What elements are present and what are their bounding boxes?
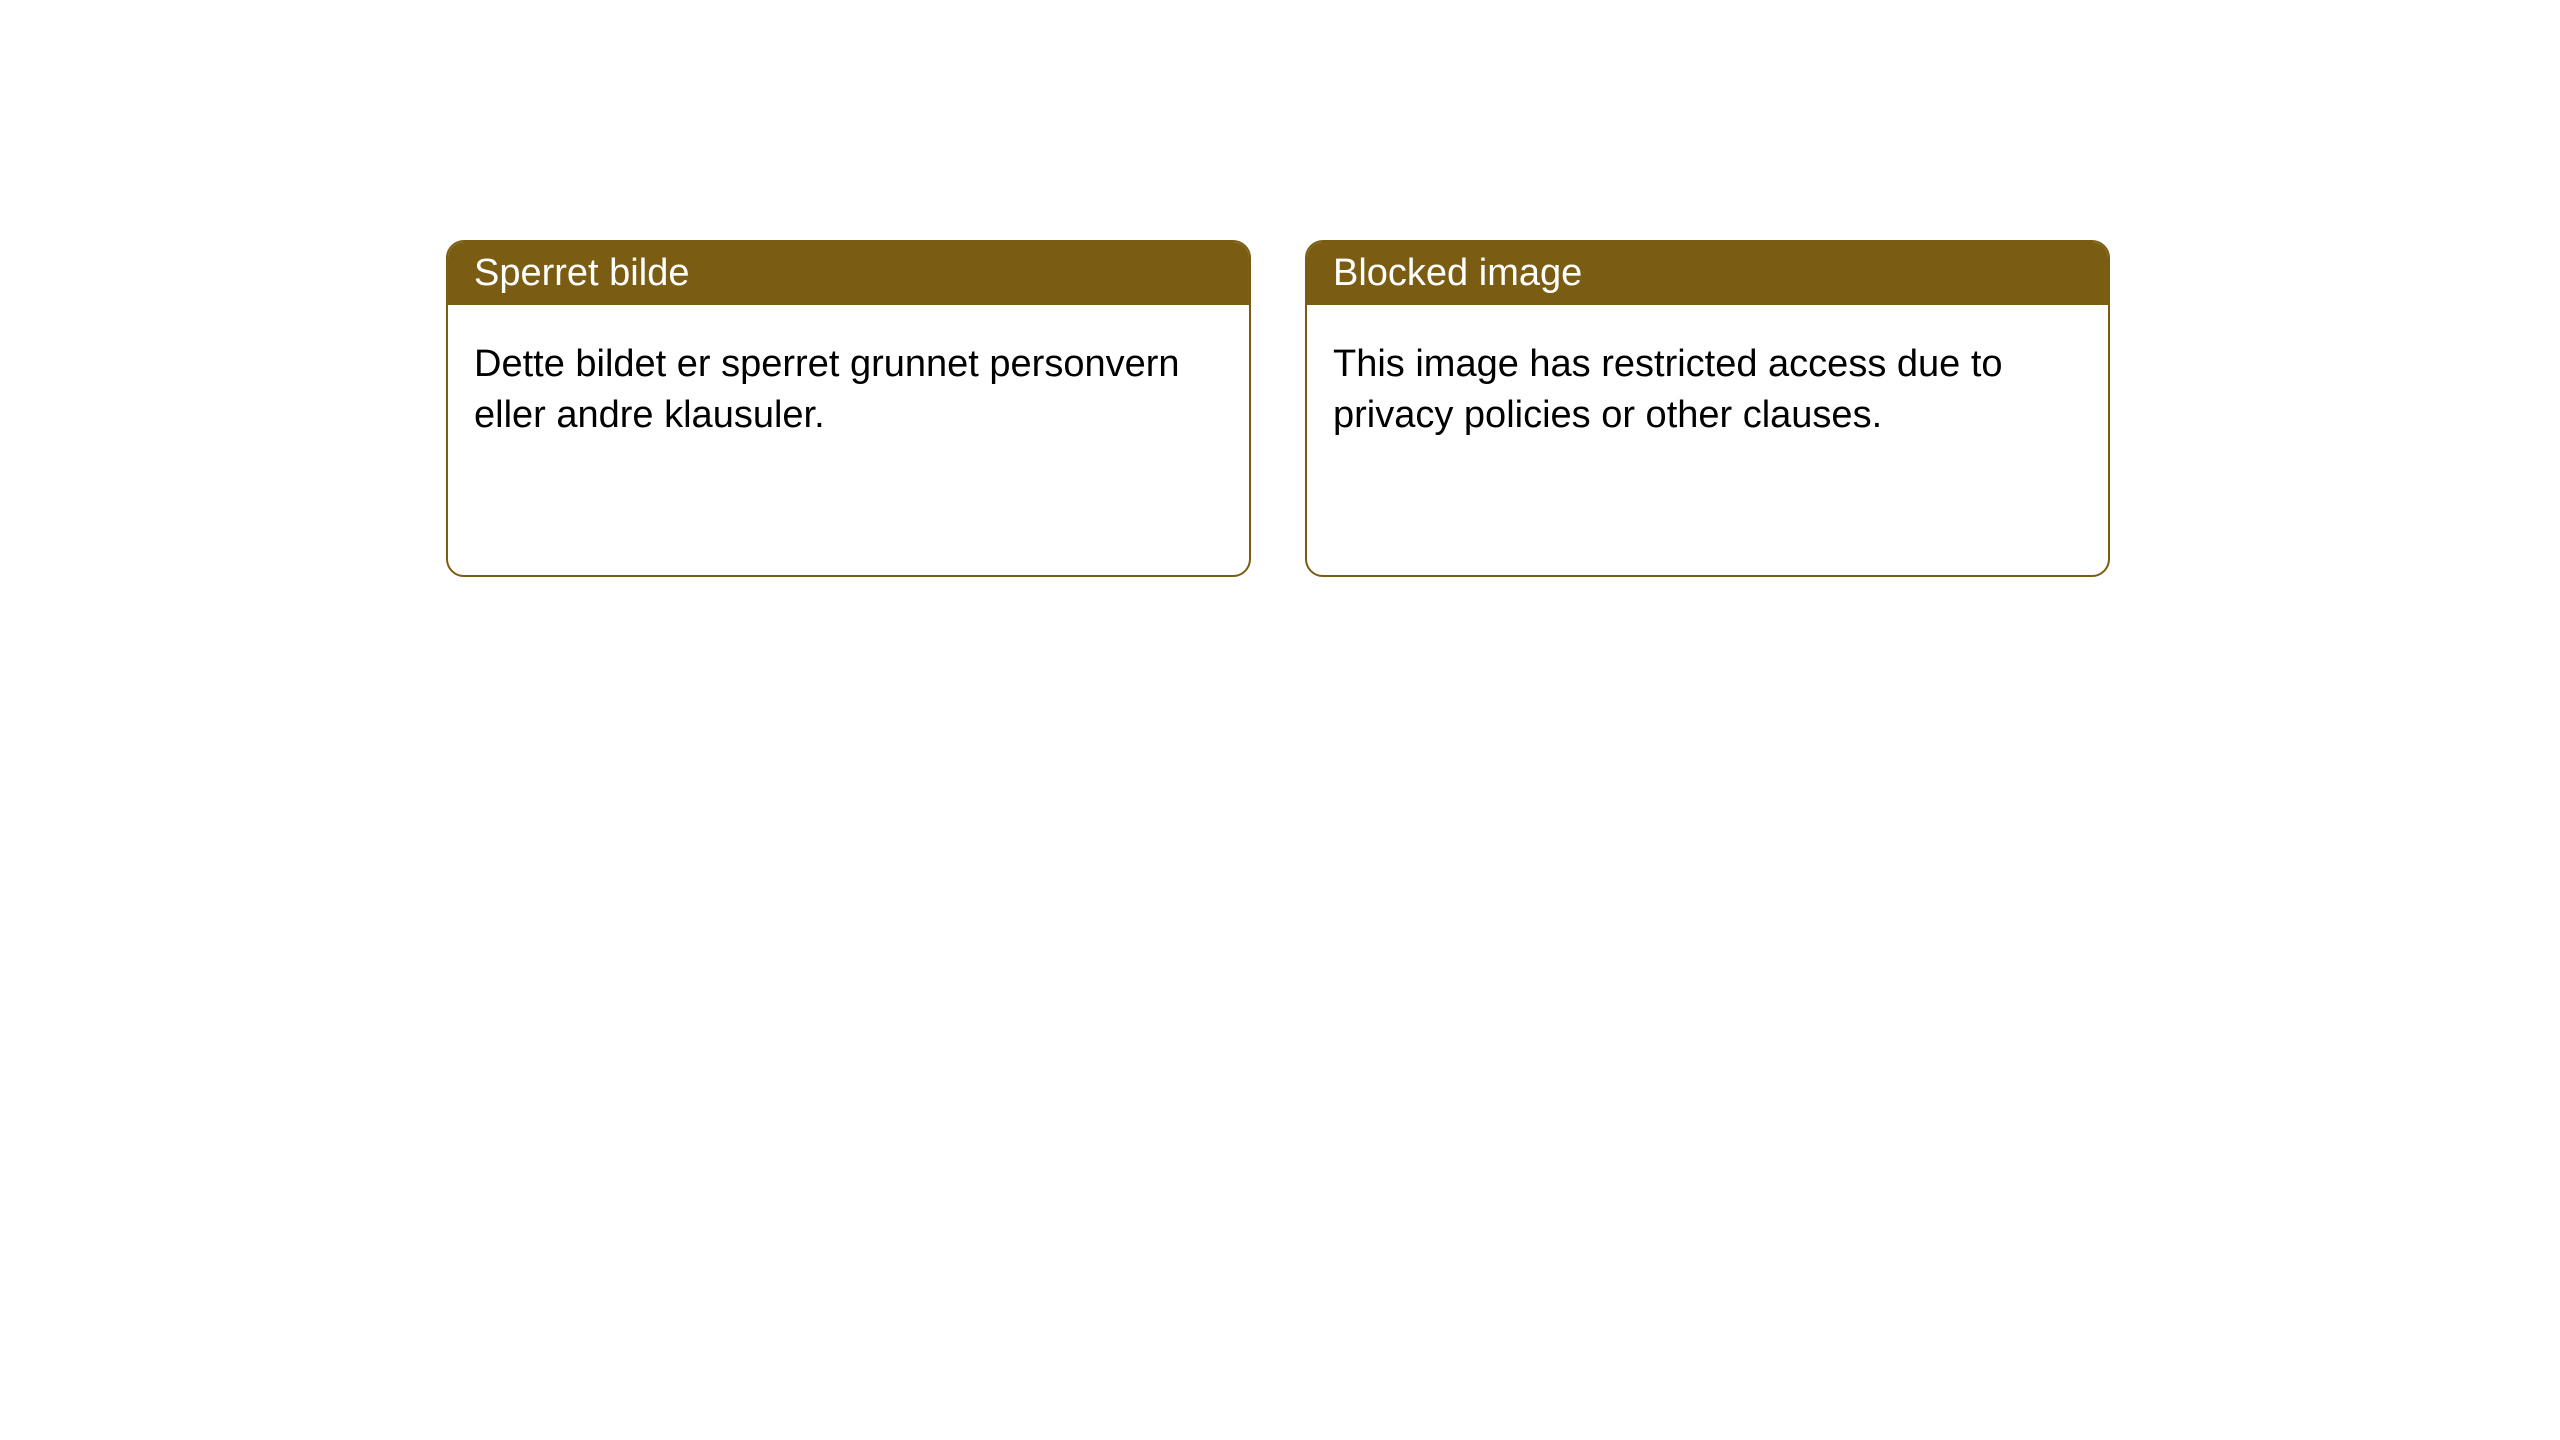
notice-body: Dette bildet er sperret grunnet personve… — [448, 305, 1249, 575]
notice-card-english: Blocked image This image has restricted … — [1305, 240, 2110, 577]
notice-header: Blocked image — [1307, 242, 2108, 305]
notice-header: Sperret bilde — [448, 242, 1249, 305]
notice-card-norwegian: Sperret bilde Dette bildet er sperret gr… — [446, 240, 1251, 577]
notice-body: This image has restricted access due to … — [1307, 305, 2108, 575]
notice-container: Sperret bilde Dette bildet er sperret gr… — [0, 0, 2560, 577]
